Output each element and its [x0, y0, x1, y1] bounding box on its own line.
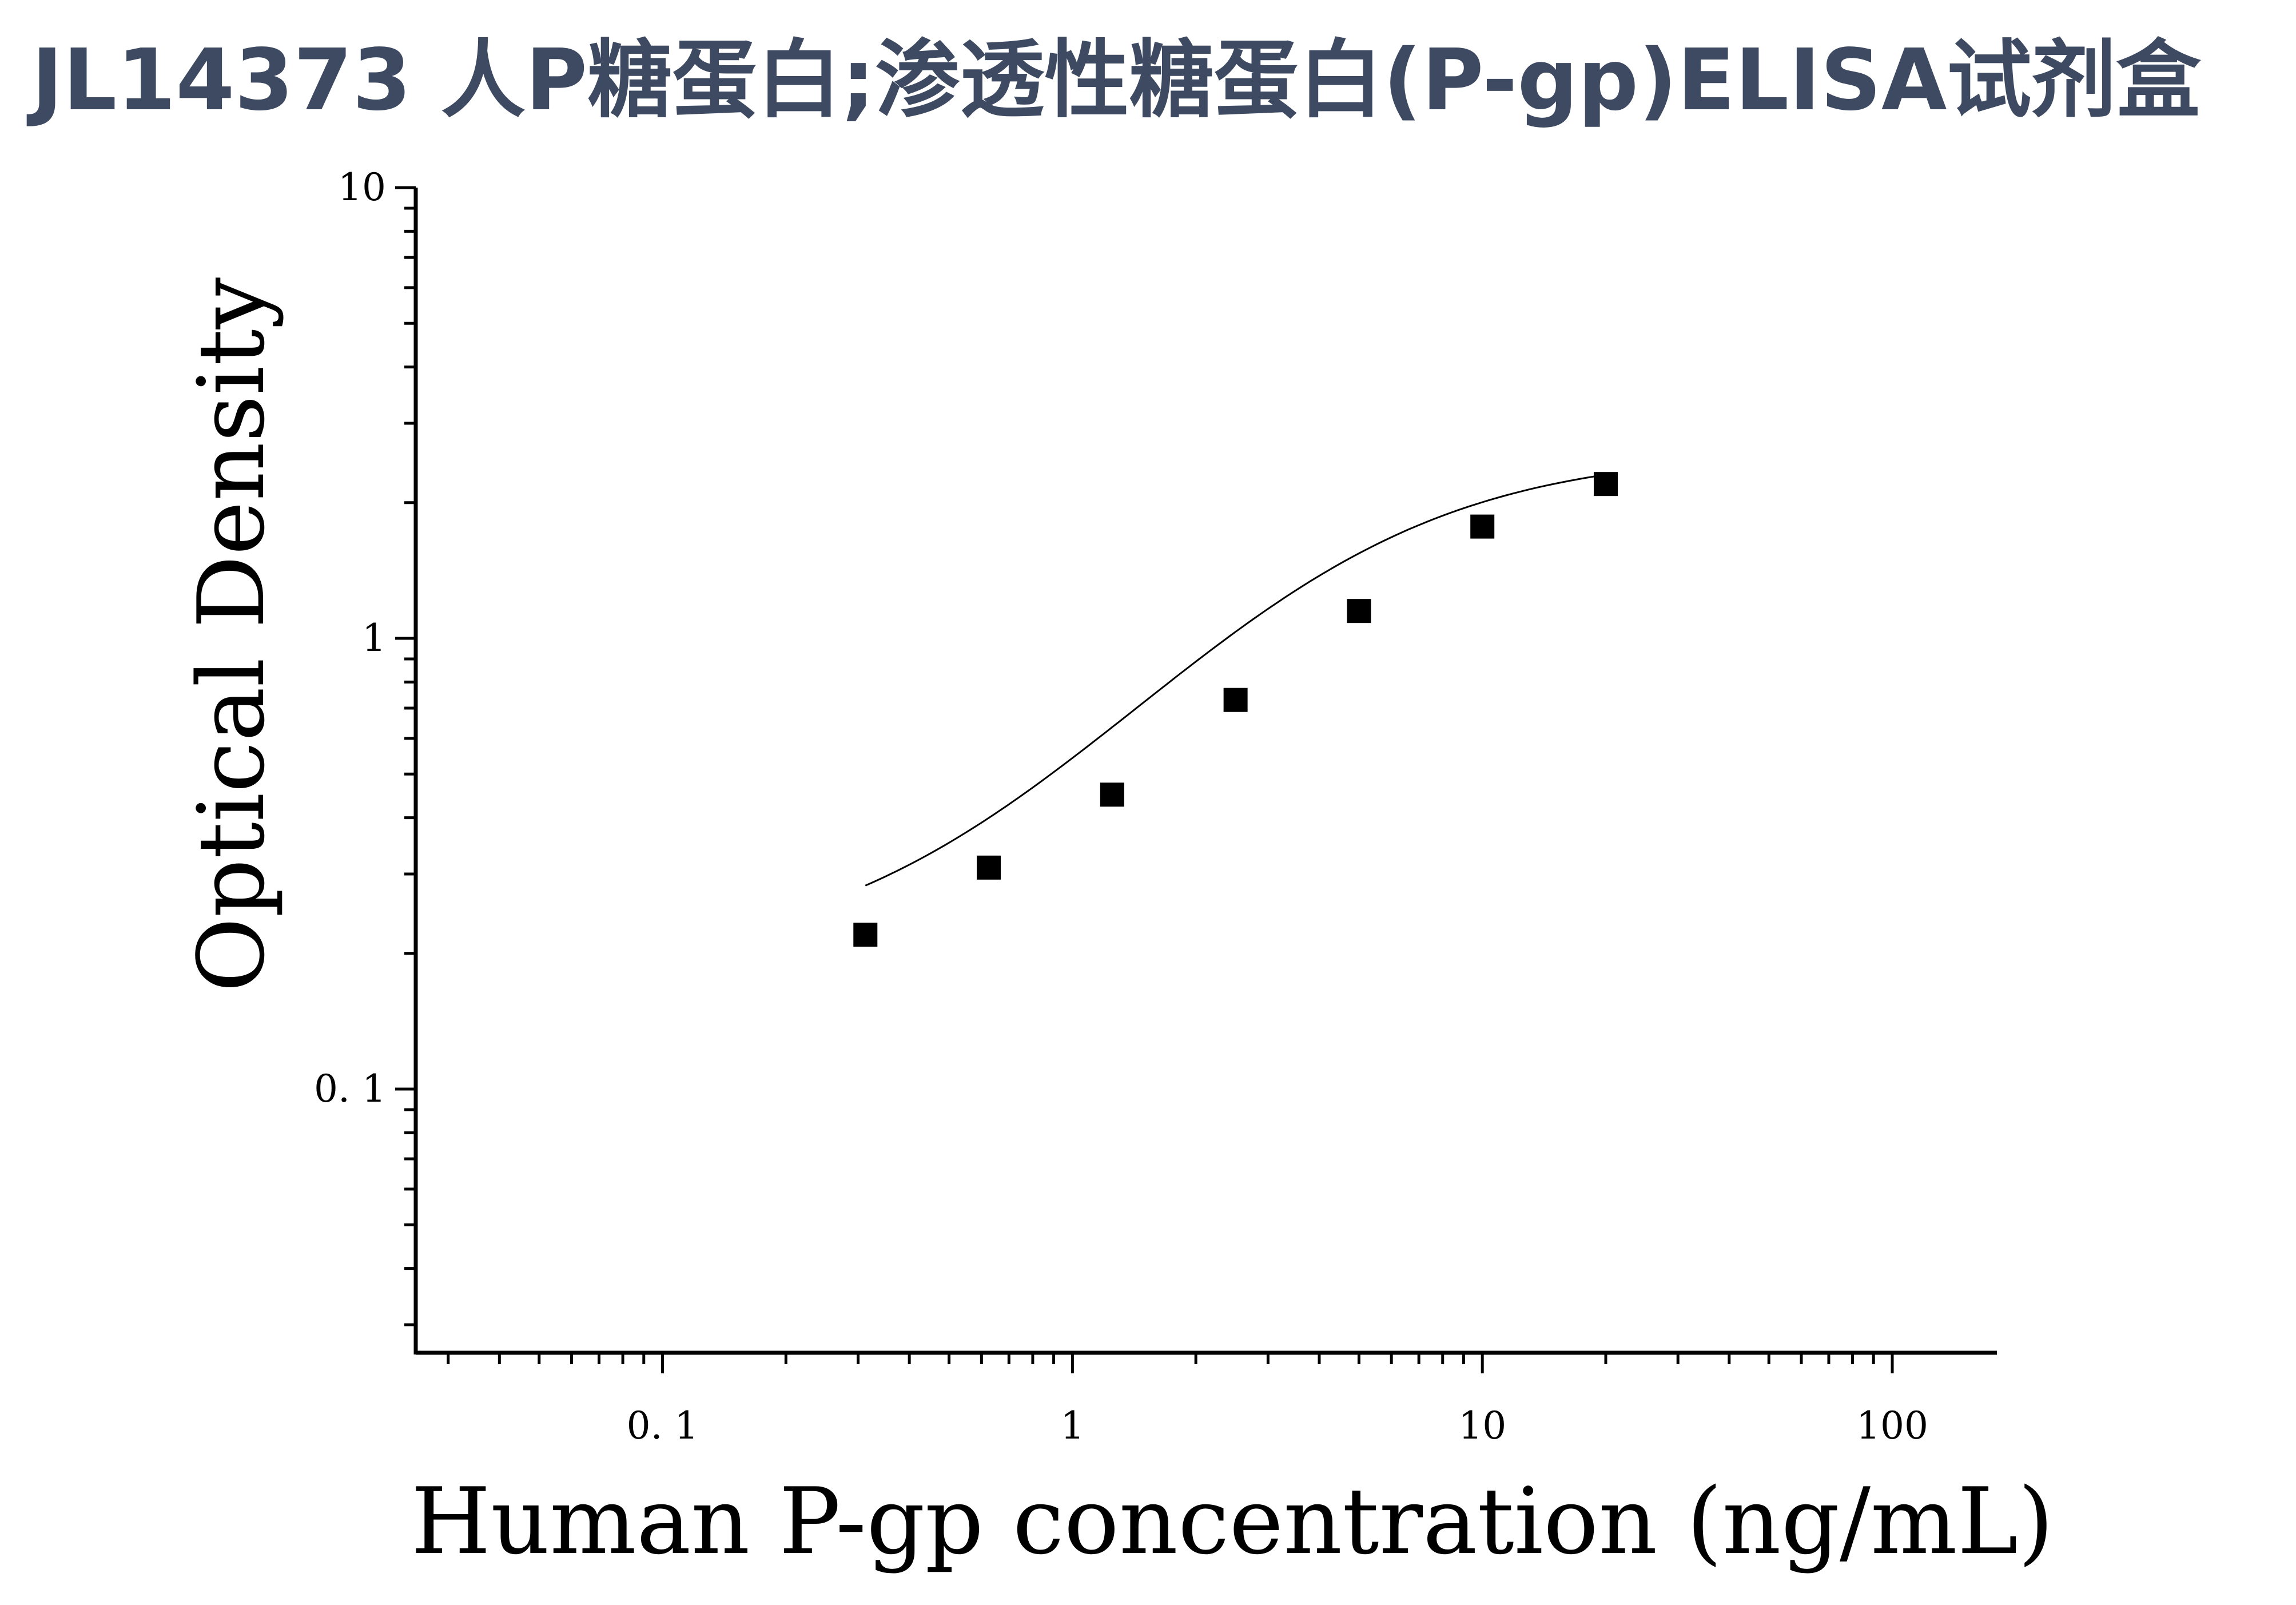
x-tick-label: 1 — [1060, 1404, 1084, 1448]
data-points — [853, 472, 1618, 947]
x-tick-label: 0. 1 — [627, 1404, 699, 1448]
data-point — [1100, 782, 1124, 807]
x-axis-title: Human P-gp concentration (ng/mL) — [411, 1468, 2054, 1575]
data-point — [977, 855, 1001, 880]
y-tick-label: 10 — [338, 165, 386, 209]
page-title: JL14373 人P糖蛋白;渗透性糖蛋白(P-gp)ELISA试剂盒 — [31, 31, 2201, 129]
x-tick-label: 100 — [1856, 1404, 1928, 1448]
y-tick-label: 1 — [362, 616, 386, 660]
x-tick-label: 10 — [1458, 1404, 1506, 1448]
data-point — [1593, 472, 1618, 496]
axes — [413, 188, 1997, 1355]
ticks: 0. 1 1 10 100 0. 1 1 10 — [314, 165, 1928, 1448]
fit-curve-line — [865, 474, 1606, 887]
data-point — [1347, 599, 1371, 623]
data-point — [1470, 514, 1495, 539]
y-axis-title: Optical Density — [178, 277, 285, 992]
y-tick-label: 0. 1 — [314, 1067, 386, 1111]
fit-curve-layer — [865, 474, 1606, 887]
data-point — [1223, 688, 1248, 712]
data-point — [853, 923, 878, 947]
